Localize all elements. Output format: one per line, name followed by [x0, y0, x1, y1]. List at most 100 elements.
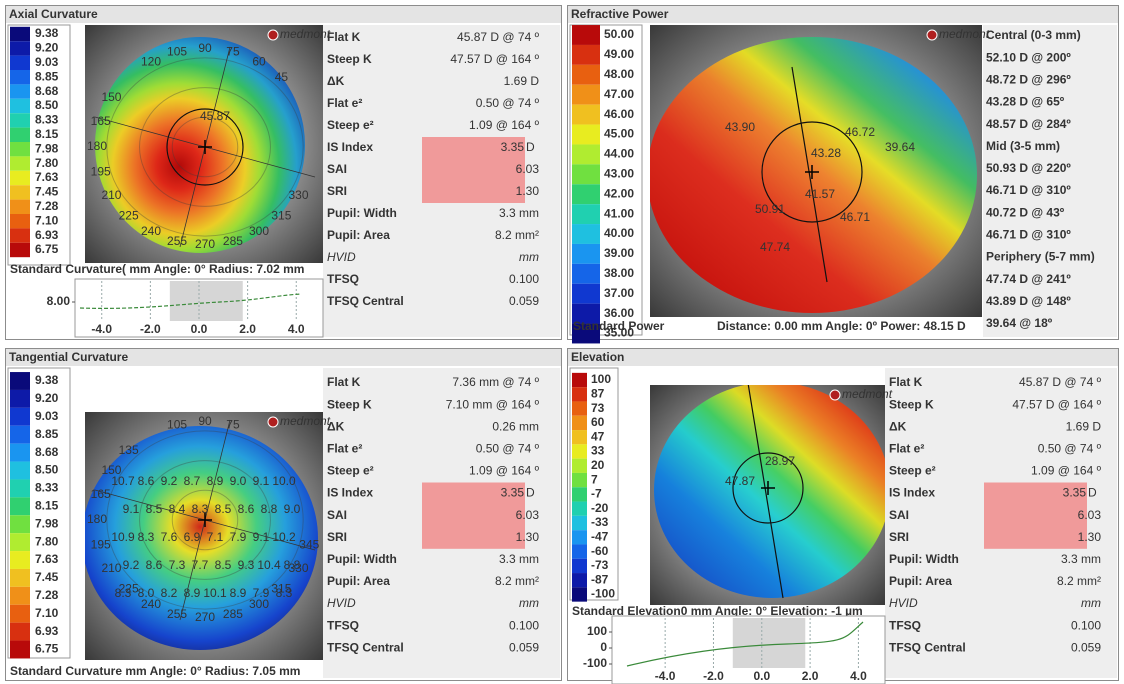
row-label: SAI: [327, 508, 347, 522]
angle-label: 225: [119, 208, 139, 222]
profile-x-label: -4.0: [91, 322, 112, 336]
scale-swatch: [572, 184, 600, 204]
scale-swatch: [572, 444, 587, 458]
scale-label: 7.80: [35, 534, 59, 548]
scale-swatch: [10, 426, 30, 444]
scale-label: 7.98: [35, 141, 59, 155]
scale-swatch: [10, 128, 30, 142]
scale-swatch: [10, 551, 30, 569]
row-unit: D: [1088, 486, 1097, 500]
row-value: 8.2 mm²: [1057, 574, 1101, 588]
scale-label: 9.20: [35, 391, 59, 405]
scale-swatch: [572, 373, 587, 387]
row-value: 0.26 mm: [492, 419, 539, 433]
map-value: 8.3: [138, 530, 155, 544]
scale-swatch: [10, 408, 30, 426]
map-value: 8.3: [276, 586, 293, 600]
scale-label: 87: [591, 386, 605, 400]
scale-label: 73: [591, 401, 605, 415]
scale-label: 9.20: [35, 41, 59, 55]
profile-x-label: -2.0: [140, 322, 161, 336]
row-label: Pupil: Width: [327, 206, 397, 220]
scale-swatch: [572, 401, 587, 415]
scale-label: 8.50: [35, 98, 59, 112]
map-value: 8.9: [230, 586, 247, 600]
scale-swatch: [10, 605, 30, 623]
map-value: 8.9: [184, 586, 201, 600]
map-value: 8.7: [184, 474, 201, 488]
map-value: 6.9: [184, 530, 201, 544]
scale-swatch: [572, 459, 587, 473]
zone-reading: 50.93 D @ 220º: [986, 161, 1071, 175]
scale-label: -60: [591, 544, 609, 558]
map-value: 8.5: [215, 558, 232, 572]
angle-label: 270: [195, 610, 215, 624]
map-value: 10.7: [111, 474, 135, 488]
scale-label: 8.85: [35, 69, 59, 83]
scale-label: -47: [591, 529, 609, 543]
scale-label: 49.00: [604, 47, 634, 61]
row-label: Steep K: [889, 397, 934, 411]
scale-label: 7.45: [35, 570, 59, 584]
angle-label: 330: [289, 188, 309, 202]
row-value: 3.3 mm: [1061, 552, 1101, 566]
row-value: 3.3 mm: [499, 552, 539, 566]
angle-label: 165: [91, 487, 111, 501]
scale-label: 8.85: [35, 427, 59, 441]
row-label: Flat e²: [889, 441, 924, 455]
brand-name: medmont: [939, 27, 990, 41]
angle-label: 240: [141, 224, 161, 238]
map-value: 39.64: [885, 140, 915, 154]
topography: [654, 382, 890, 598]
zone-reading: 52.10 D @ 200º: [986, 50, 1071, 64]
brand-logo: [927, 30, 937, 40]
angle-label: 285: [223, 607, 243, 621]
row-value: 1.30: [516, 184, 540, 198]
scale-label: 6.75: [35, 642, 59, 656]
map-value: 9.0: [230, 474, 247, 488]
scale-label: 8.68: [35, 445, 59, 459]
scale-swatch: [10, 84, 30, 98]
map-value: 41.57: [805, 187, 835, 201]
scale-label: 7.10: [35, 213, 59, 227]
row-value: 7.10 mm @ 164 º: [446, 397, 540, 411]
scale-swatch: [572, 416, 587, 430]
row-label: TFSQ Central: [327, 640, 404, 654]
angle-label: 165: [91, 114, 111, 128]
row-value: 6.03: [1078, 508, 1102, 522]
scale-label: 7.80: [35, 156, 59, 170]
row-label: SAI: [327, 162, 347, 176]
scale-label: -33: [591, 515, 609, 529]
zone-title: Mid (3-5 mm): [986, 139, 1060, 153]
row-label: TFSQ Central: [889, 640, 966, 654]
row-value: 1.09 @ 164 º: [469, 118, 540, 132]
map-value: 8.3: [192, 502, 209, 516]
panel-title: Elevation: [571, 350, 624, 364]
scale-label: 60: [591, 415, 605, 429]
map-value: 47.74: [760, 240, 790, 254]
scale-label: -7: [591, 487, 602, 501]
scale-label: 47.00: [604, 87, 634, 101]
scale-label: 38.00: [604, 266, 634, 280]
map-value: 8.5: [146, 502, 163, 516]
zone-title: Central (0-3 mm): [986, 28, 1081, 42]
scale-swatch: [572, 105, 600, 125]
row-label: SRI: [327, 184, 347, 198]
scale-label: 9.38: [35, 373, 59, 387]
scale-swatch: [10, 214, 30, 228]
scale-label: 46.00: [604, 107, 634, 121]
panel-title: Tangential Curvature: [9, 350, 128, 364]
row-value: 45.87 D @ 74 º: [457, 30, 540, 44]
scale-label: 7.28: [35, 199, 59, 213]
scale-label: 9.03: [35, 409, 59, 423]
map-value: 8.6: [146, 558, 163, 572]
panel: Refractive Power50.0049.0048.0047.0046.0…: [568, 6, 1119, 344]
map-value: 7.7: [192, 558, 209, 572]
profile-y-label: -100: [583, 656, 607, 670]
row-value: 1.30: [516, 530, 540, 544]
row-label: TFSQ: [327, 618, 359, 632]
scale-label: 33: [591, 444, 605, 458]
brand-logo: [268, 30, 278, 40]
scale-swatch: [10, 142, 30, 156]
scale-label: 8.50: [35, 463, 59, 477]
